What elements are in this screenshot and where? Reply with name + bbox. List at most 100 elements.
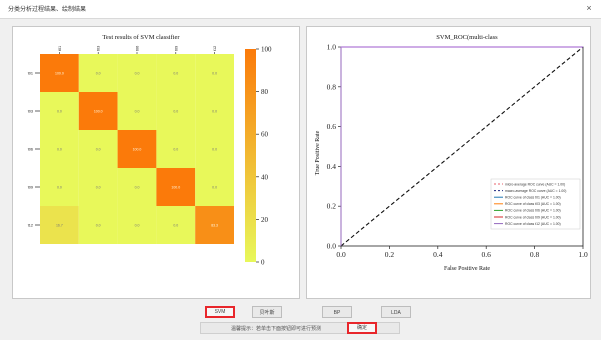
roc-y-tick-label: 1.0 [327, 43, 337, 52]
heatmap-cell [156, 168, 196, 206]
roc-legend-label: macro-average ROC curve (AUC = 1.00) [505, 189, 566, 193]
heatmap-col-label: t06 [136, 46, 140, 51]
roc-x-tick-label: 0.6 [482, 250, 492, 259]
heatmap-cell [78, 206, 118, 244]
colorbar-tick-label: 100 [261, 46, 272, 54]
colorbar-tick-label: 20 [261, 216, 269, 224]
heatmap-cell [117, 92, 157, 130]
roc-x-tick-label: 0.2 [385, 250, 395, 259]
heatmap-cell-label: 0.0 [173, 148, 178, 152]
heatmap-cell [156, 92, 196, 130]
heatmap-cell-label: 83.3 [211, 224, 218, 228]
roc-legend-label: ROC curve of class t01 (AUC = 1.00) [505, 196, 561, 200]
heatmap-cell-label: 0.0 [173, 224, 178, 228]
heatmap-cell-label: 0.0 [212, 110, 217, 114]
roc-y-tick-label: 0.4 [327, 162, 337, 171]
colorbar-tick-label: 0 [261, 259, 265, 267]
heatmap-cell [78, 130, 118, 168]
heatmap-cell-label: 100.0 [55, 72, 64, 76]
heatmap-cell-label: 0.0 [212, 186, 217, 190]
roc-ylabel: True Positive Rate [315, 130, 321, 175]
heatmap-cell [195, 206, 234, 244]
heatmap-cell-label: 0.0 [135, 110, 140, 114]
roc-y-tick-label: 0.8 [327, 82, 337, 91]
heatmap-row-label: t06 [28, 148, 33, 152]
heatmap-row-label: t12 [28, 224, 33, 228]
heatmap-cell-label: 0.0 [135, 186, 140, 190]
heatmap-cell [117, 168, 157, 206]
heatmap-col-label: t01 [58, 46, 62, 51]
heatmap-cell [78, 168, 118, 206]
heatmap-panel: Test results of SVM classifier 100.0 0.0 0… [12, 26, 300, 299]
roc-legend-label: ROC curve of class t06 (AUC = 1.00) [505, 209, 561, 213]
roc-x-tick-label: 0.4 [433, 250, 443, 259]
heatmap-cell-label: 0.0 [135, 72, 140, 76]
heatmap-cell-label: 0.0 [173, 110, 178, 114]
roc-y-tick-label: 0.0 [327, 242, 337, 251]
heatmap-cell [156, 130, 196, 168]
colorbar-tick-label: 40 [261, 173, 269, 181]
roc-xlabel: False Positive Rate [444, 266, 490, 272]
roc-title: SVM_ROC(multi-class [436, 34, 498, 41]
heatmap-col-label: t03 [97, 46, 101, 51]
svm-button[interactable]: SVM [205, 306, 235, 318]
heatmap-row-label: t09 [28, 186, 33, 190]
status-hint: 温馨提示：若单击下面按钮即可进行预测 [231, 326, 322, 332]
roc-x-tick-label: 0.8 [530, 250, 540, 259]
heatmap-cell [78, 54, 118, 92]
colorbar-tick-label: 80 [261, 88, 269, 96]
colorbar-tick-label: 60 [261, 131, 269, 139]
heatmap-cell [195, 54, 234, 92]
roc-diagonal-line [340, 46, 584, 247]
heatmap-cell [40, 130, 79, 168]
heatmap-cell-label: 0.0 [173, 72, 178, 76]
bayes-button[interactable]: 贝叶斯 [252, 306, 282, 318]
heatmap-cell-label: 0.0 [212, 148, 217, 152]
heatmap-cell-label: 0.0 [96, 186, 101, 190]
close-icon[interactable]: × [586, 3, 592, 13]
roc-x-tick-label: 1.0 [578, 250, 588, 259]
heatmap-cell-label: 0.0 [96, 224, 101, 228]
roc-legend-label: ROC curve of class t03 (AUC = 1.00) [505, 202, 561, 206]
roc-x-tick-label: 0.0 [336, 250, 346, 259]
status-bar: 温馨提示：若单击下面按钮即可进行预测 确定 [200, 322, 400, 334]
classifier-button-row: SVM 贝叶斯 BP LDA [0, 306, 601, 320]
heatmap-cell [195, 92, 234, 130]
heatmap-title: Test results of SVM classifier [102, 34, 180, 41]
heatmap-cell [156, 206, 196, 244]
colorbar [245, 49, 256, 262]
heatmap-cell-label: 0.0 [57, 148, 62, 152]
heatmap-cell-label: 0.0 [212, 72, 217, 76]
heatmap-cell [40, 168, 79, 206]
roc-panel: SVM_ROC(multi-class False Positive Rate … [306, 26, 591, 299]
roc-legend-label: ROC curve of class t12 (AUC = 1.00) [505, 222, 561, 226]
heatmap-cell-label: 0.0 [96, 72, 101, 76]
heatmap-cell [156, 54, 196, 92]
heatmap-cell [195, 130, 234, 168]
heatmap-cell [78, 92, 118, 130]
roc-legend-label: micro-average ROC curve (AUC = 1.00) [505, 182, 565, 186]
heatmap-chart: Test results of SVM classifier 100.0 0.0 0… [28, 34, 272, 267]
heatmap-cell-label: 0.0 [57, 110, 62, 114]
roc-y-tick-label: 0.6 [327, 122, 337, 131]
lda-button[interactable]: LDA [381, 306, 411, 318]
bp-button[interactable]: BP [322, 306, 352, 318]
heatmap-cell-label: 100.0 [133, 148, 142, 152]
heatmap-cell [40, 92, 79, 130]
window-title: 分类分析过程结果、绘制结果 [8, 7, 87, 13]
heatmap-cell-label: 100.0 [94, 110, 103, 114]
heatmap-cell-label: 0.0 [135, 224, 140, 228]
roc-legend-box [490, 178, 581, 230]
roc-chart: SVM_ROC(multi-class False Positive Rate … [315, 34, 588, 272]
heatmap-cell [40, 54, 79, 92]
heatmap-cell-label: 0.0 [57, 186, 62, 190]
heatmap-cell-label: 100.0 [171, 186, 180, 190]
heatmap-cell-label: 16.7 [56, 224, 63, 228]
confirm-button[interactable]: 确定 [347, 322, 377, 334]
heatmap-col-label: t12 [213, 46, 217, 51]
heatmap-cell [117, 54, 157, 92]
heatmap-cell [117, 130, 157, 168]
heatmap-row-label: t03 [28, 110, 33, 114]
heatmap-col-label: t09 [174, 46, 178, 51]
heatmap-cell [117, 206, 157, 244]
